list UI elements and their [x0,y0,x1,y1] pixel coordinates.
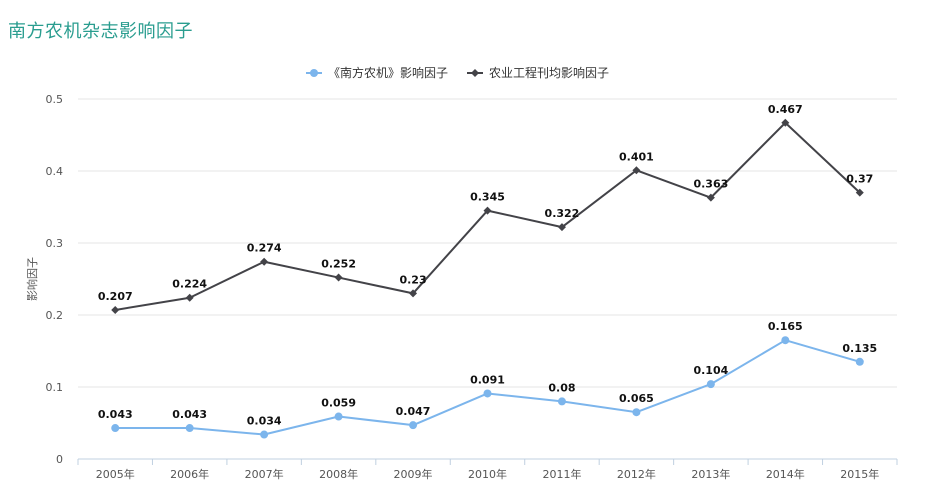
series-group [111,118,864,439]
data-label: 0.401 [619,150,654,163]
data-point [557,397,566,406]
legend-marker [471,69,479,77]
data-point [185,293,194,302]
data-point [706,193,715,202]
legend-label: 《南方农机》影响因子 [328,65,448,80]
series-line [115,121,861,311]
data-label: 0.274 [247,242,282,255]
data-labels: 0.043 0.043 0.034 0.059 0.047 0.091 0.08 0.065 0… [98,103,877,428]
y-tick-label: 0 [56,453,63,466]
x-tick-label: 2014年 [766,467,805,481]
data-point [334,412,343,421]
legend-item[interactable]: 农业工程刊均影响因子 [467,65,609,80]
data-point [781,118,790,127]
data-point [111,424,120,433]
data-label: 0.37 [846,173,873,186]
data-point [260,257,269,266]
y-tick-label: 0.2 [46,309,64,322]
data-label: 0.23 [399,273,426,286]
data-label: 0.104 [693,364,728,377]
data-label: 0.047 [396,405,431,418]
x-tick-label: 2011年 [542,467,581,481]
data-label: 0.091 [470,373,505,386]
data-point [557,223,566,232]
data-point [185,424,194,433]
x-tick-label: 2010年 [468,467,507,481]
legend-marker [310,69,318,77]
data-point [111,305,120,314]
x-tick-label: 2006年 [170,467,209,481]
data-label: 0.252 [321,258,356,271]
data-point [260,430,269,439]
data-point [855,357,864,366]
data-label: 0.034 [247,415,282,428]
data-label: 0.059 [321,397,356,410]
data-label: 0.043 [172,408,207,421]
data-point [706,380,715,389]
data-label: 0.224 [172,278,207,291]
data-point [409,289,418,298]
y-tick-label: 0.4 [46,165,64,178]
legend[interactable]: 《南方农机》影响因子 农业工程刊均影响因子 [306,65,609,80]
data-label: 0.322 [545,207,580,220]
legend-label: 农业工程刊均影响因子 [489,65,609,80]
data-point [632,408,641,417]
data-label: 0.207 [98,290,133,303]
data-label: 0.467 [768,103,803,116]
data-label: 0.08 [548,381,575,394]
x-axis [77,458,898,465]
data-point [483,389,492,398]
page-title: 南方农机杂志影响因子 [8,21,193,42]
data-label: 0.345 [470,191,505,204]
data-point [334,273,343,282]
data-label: 0.165 [768,320,803,333]
legend-item[interactable]: 《南方农机》影响因子 [306,65,448,80]
y-axis-ticks: 0 0.1 0.2 0.3 0.4 0.5 [46,93,64,466]
data-point [855,188,864,197]
x-tick-label: 2012年 [617,467,656,481]
x-tick-label: 2005年 [96,467,135,481]
x-axis-ticks: 2005年 2006年 2007年 2008年 2009年 2010年 2011年 2012年… [96,467,880,481]
data-point [781,336,790,345]
y-tick-label: 0.5 [46,93,64,106]
x-tick-label: 2007年 [245,467,284,481]
data-point [409,421,418,430]
data-point [483,206,492,215]
y-tick-label: 0.3 [46,237,64,250]
data-label: 0.043 [98,408,133,421]
data-label: 0.363 [693,178,728,191]
data-point [632,166,641,175]
x-tick-label: 2015年 [840,467,879,481]
data-label: 0.065 [619,392,654,405]
x-tick-label: 2009年 [394,467,433,481]
data-label: 0.135 [842,342,877,355]
y-axis-label: 影响因子 [26,257,39,301]
x-tick-label: 2008年 [319,467,358,481]
grid-lines [78,98,897,388]
x-tick-label: 2013年 [691,467,730,481]
y-tick-label: 0.1 [46,381,64,394]
